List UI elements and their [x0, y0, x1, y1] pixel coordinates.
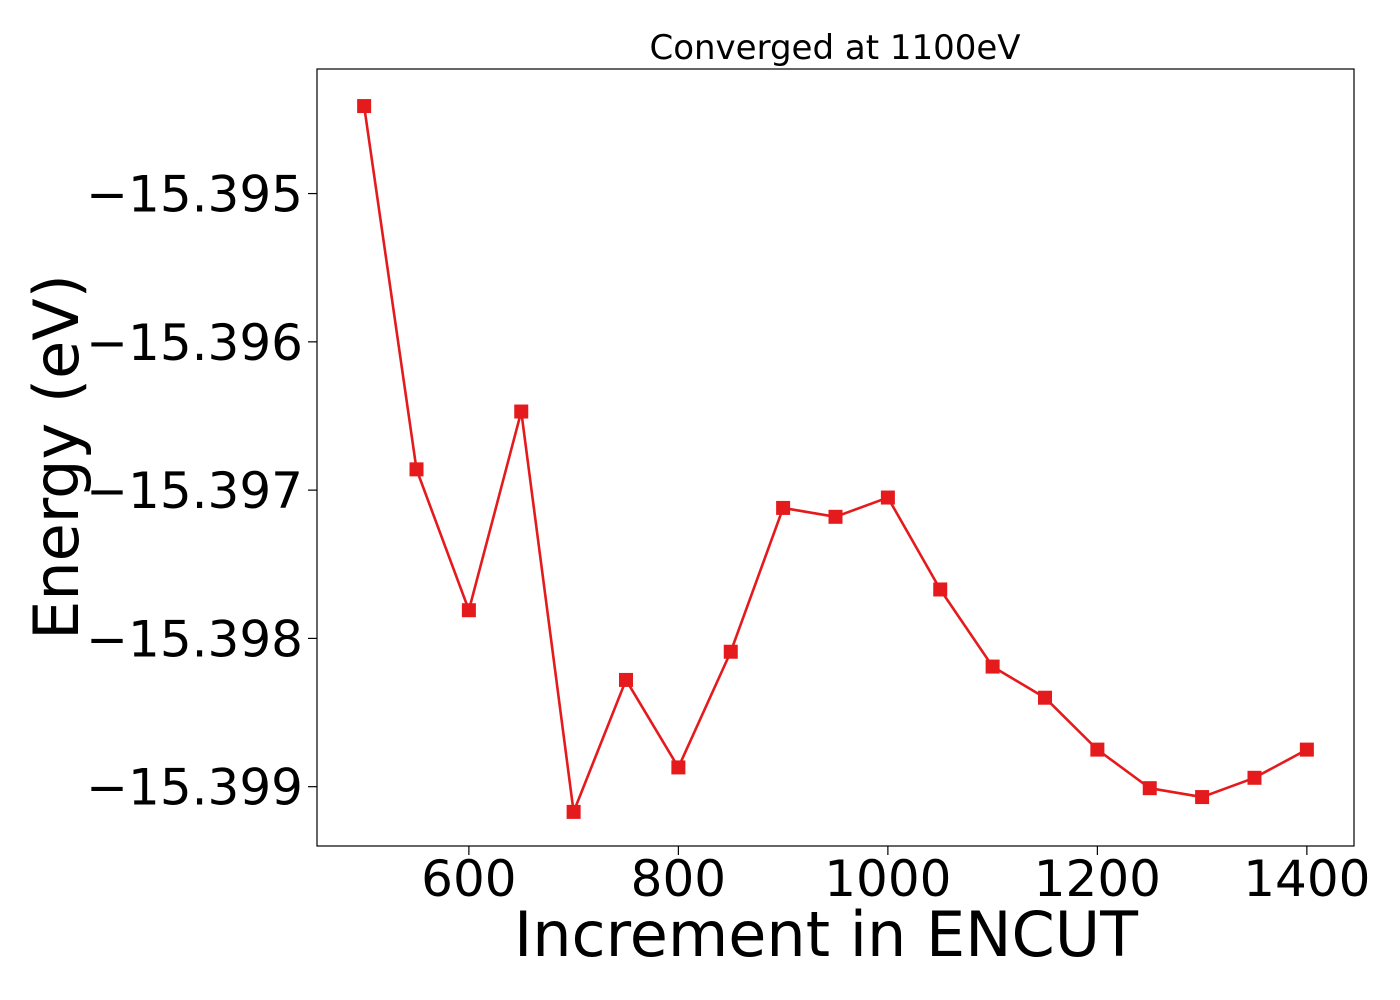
x-axis-ticks: 600 800 1000 1200 1400 [421, 846, 1370, 908]
y-tick-label: −15.398 [86, 610, 303, 668]
data-point-marker [828, 509, 843, 524]
y-axis-label: Energy (eV) [20, 274, 93, 640]
series-layer [357, 99, 1314, 819]
data-point-marker [723, 644, 738, 659]
data-point-marker [776, 500, 791, 515]
data-point-marker [1090, 742, 1105, 757]
data-point-marker [357, 99, 372, 114]
x-tick-label: 1000 [824, 850, 951, 908]
data-point-marker [1299, 742, 1314, 757]
y-tick-label: −15.397 [86, 462, 303, 520]
data-point-marker [880, 490, 895, 505]
y-tick-label: −15.396 [86, 314, 303, 372]
series-line [362, 105, 1308, 814]
x-tick-label: 800 [631, 850, 726, 908]
x-tick-label: 1200 [1034, 850, 1161, 908]
data-point-marker [566, 804, 581, 819]
y-axis-ticks: −15.395 −15.396 −15.397 −15.398 −15.399 [86, 166, 317, 817]
x-tick-label: 1400 [1243, 850, 1370, 908]
x-tick-label: 600 [421, 850, 516, 908]
y-tick-label: −15.395 [86, 166, 303, 224]
data-point-marker [619, 672, 634, 687]
y-tick-label: −15.399 [86, 759, 303, 817]
data-point-marker [1247, 770, 1262, 785]
chart-title: Converged at 1100eV [649, 28, 1020, 68]
x-axis-label: Increment in ENCUT [514, 898, 1139, 971]
data-point-marker [1195, 790, 1210, 805]
data-point-marker [409, 462, 424, 477]
data-point-marker [933, 582, 948, 597]
data-point-marker [461, 603, 476, 618]
data-point-marker [514, 404, 529, 419]
data-point-marker [671, 760, 686, 775]
data-point-marker [985, 659, 1000, 674]
plot-area [316, 68, 1355, 847]
data-point-marker [1037, 690, 1052, 705]
data-point-marker [1142, 781, 1157, 796]
